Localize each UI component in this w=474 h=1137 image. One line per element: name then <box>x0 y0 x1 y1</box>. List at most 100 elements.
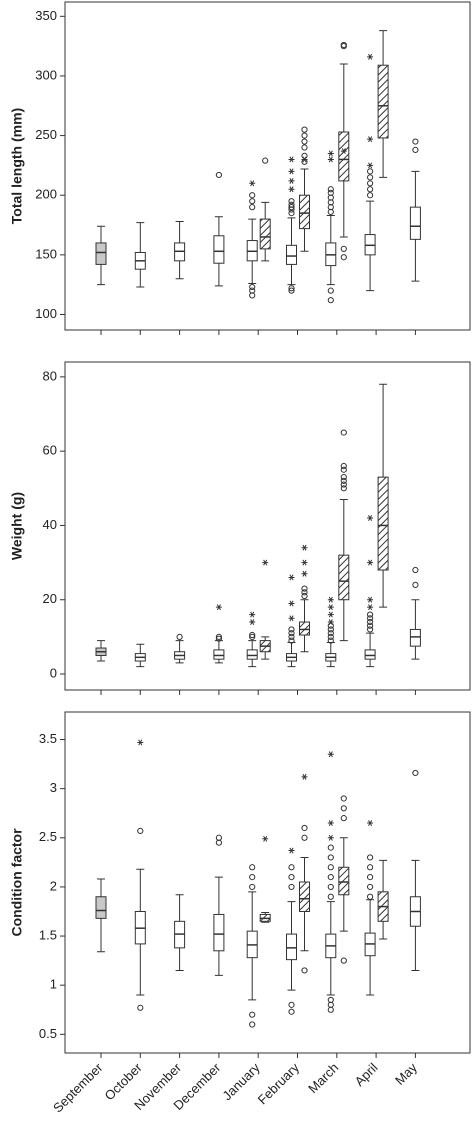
extreme <box>327 150 334 157</box>
extreme <box>288 615 295 622</box>
whisker-low <box>379 570 388 608</box>
outlier <box>249 631 256 639</box>
x-tick-label: September <box>50 1059 106 1115</box>
whisker-high <box>411 170 420 208</box>
outlier <box>262 157 269 164</box>
whisker-high <box>287 901 296 935</box>
extreme <box>288 177 295 184</box>
extreme <box>367 604 374 611</box>
outlier <box>327 854 334 861</box>
outlier <box>249 873 256 881</box>
y-tick-label: 250 <box>35 127 57 142</box>
whisker-high <box>379 383 388 478</box>
box <box>213 913 225 952</box>
outlier <box>249 283 256 291</box>
extreme <box>262 835 269 842</box>
extreme <box>367 559 374 566</box>
whisker-low <box>287 264 296 286</box>
y-tick-label: 2 <box>50 878 57 893</box>
y-tick-label: 3.5 <box>39 731 57 746</box>
plot-frame <box>64 1 471 331</box>
whisker-high <box>214 216 223 236</box>
whisker-low <box>300 228 309 252</box>
whisker-high <box>214 640 223 650</box>
extreme <box>367 515 374 521</box>
extreme <box>301 156 308 163</box>
outlier <box>367 864 374 871</box>
whisker-high <box>97 640 105 649</box>
whisker-high <box>300 168 309 196</box>
whisker-high <box>300 599 309 623</box>
whisker-low <box>248 957 257 1001</box>
outlier <box>327 626 334 633</box>
extreme <box>327 751 334 758</box>
outlier <box>340 485 347 492</box>
extreme <box>327 820 334 827</box>
outlier <box>340 462 347 470</box>
outlier <box>327 883 334 891</box>
outlier <box>301 144 308 151</box>
whisker-low <box>175 659 184 664</box>
whisker-low <box>136 269 145 288</box>
extreme <box>288 186 295 193</box>
whisker-high <box>326 641 335 654</box>
outlier <box>249 633 256 640</box>
y-tick-label: 1 <box>50 977 57 992</box>
extreme <box>249 619 256 625</box>
y-tick-label: 60 <box>43 443 57 458</box>
box <box>364 649 376 660</box>
outlier <box>288 198 295 205</box>
whisker-low <box>287 959 296 991</box>
outlier <box>288 287 295 294</box>
outlier <box>367 168 374 175</box>
y-axis-label: Weight (g) <box>9 492 25 560</box>
extreme <box>367 162 374 169</box>
plot-frame <box>64 711 471 1054</box>
outlier <box>327 633 334 640</box>
extreme <box>367 596 374 603</box>
whisker-high <box>379 30 388 66</box>
outlier <box>288 883 295 891</box>
outlier <box>288 285 295 292</box>
whisker-high <box>248 640 257 650</box>
whisker-high <box>366 200 375 235</box>
extreme <box>288 156 295 163</box>
outlier <box>367 174 374 181</box>
y-tick-label: 3 <box>50 780 57 795</box>
whisker-high <box>339 837 348 868</box>
outlier <box>367 611 374 618</box>
outlier <box>340 254 347 261</box>
x-tick-label: April <box>352 1060 381 1089</box>
outlier <box>340 795 347 802</box>
whisker-high <box>339 63 348 133</box>
whisker-low <box>287 661 296 668</box>
whisker-high <box>136 222 145 253</box>
whisker-high <box>175 894 184 922</box>
outlier <box>340 815 347 822</box>
whisker-high <box>175 640 184 652</box>
extreme <box>301 773 308 780</box>
outlier <box>288 630 295 637</box>
outlier <box>367 186 374 193</box>
x-tick-label: February <box>255 1060 303 1108</box>
y-tick-label: 20 <box>43 591 57 606</box>
extreme <box>301 559 308 566</box>
outlier <box>249 1011 256 1018</box>
box <box>299 621 310 636</box>
outlier <box>327 189 334 196</box>
outlier <box>367 192 374 199</box>
whisker-low <box>261 651 270 660</box>
outlier <box>340 805 347 812</box>
outlier <box>288 633 295 640</box>
whisker-high <box>97 878 105 897</box>
outlier <box>137 827 144 835</box>
extreme <box>288 600 295 607</box>
outlier <box>288 1008 295 1015</box>
extreme <box>262 559 269 566</box>
whisker-high <box>261 201 270 220</box>
y-tick-label: 40 <box>43 517 57 532</box>
y-tick-label: 1.5 <box>39 927 57 942</box>
extreme <box>288 574 295 581</box>
whisker-low <box>136 661 145 668</box>
outlier <box>340 481 347 488</box>
